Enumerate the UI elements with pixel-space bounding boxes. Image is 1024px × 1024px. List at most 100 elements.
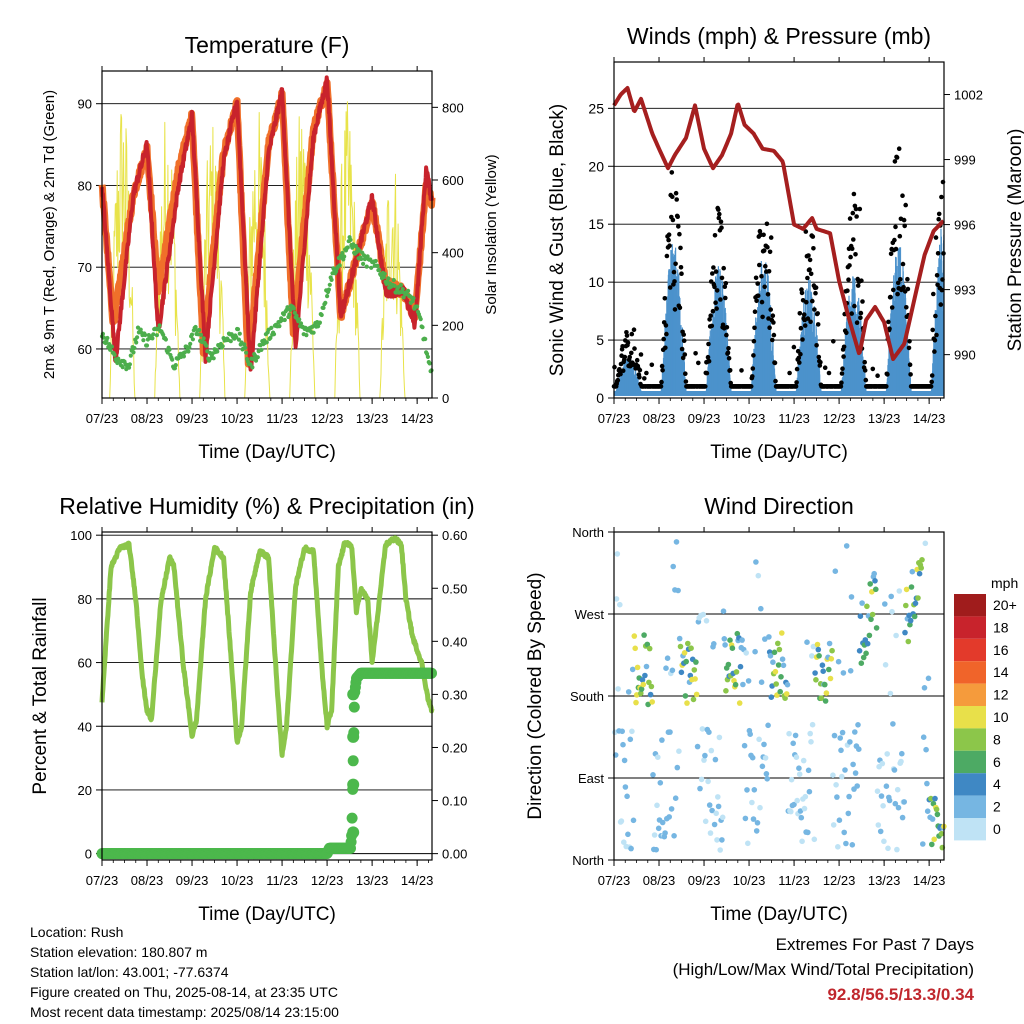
dewpoint-point <box>220 344 225 349</box>
gust-point <box>748 384 754 389</box>
gust-point <box>693 351 698 356</box>
direction-point <box>918 565 924 571</box>
panel-4: Wind Direction 07/23 08/23 09/23 10/23 11/23 1… <box>525 493 1018 925</box>
x-tick-label: 11/23 <box>266 411 298 426</box>
gust-point <box>644 370 649 376</box>
gust-point <box>929 379 934 385</box>
direction-point <box>713 810 719 817</box>
gust-point <box>892 237 897 243</box>
direction-point <box>888 593 894 600</box>
gust-point <box>717 211 722 217</box>
gust-point <box>893 224 898 230</box>
direction-point <box>832 568 839 574</box>
direction-point <box>835 658 842 665</box>
gust-point <box>759 274 764 279</box>
direction-point <box>790 740 796 747</box>
gust-point <box>620 368 626 374</box>
direction-point <box>743 650 749 656</box>
gust-point <box>770 337 775 343</box>
dewpoint-point <box>167 347 172 352</box>
direction-point <box>812 670 818 676</box>
plot-frame <box>101 70 433 399</box>
gust-point <box>770 313 776 319</box>
direction-point <box>845 810 852 817</box>
y-axis-label: Direction (Colored By Speed) <box>525 572 546 819</box>
y-tick-label-right: 0.10 <box>442 794 467 809</box>
x-tick-label: 14/23 <box>401 411 434 426</box>
colorbar-swatch <box>954 728 986 751</box>
gust-point <box>765 244 770 250</box>
gust-point <box>634 357 640 363</box>
direction-point <box>776 646 783 653</box>
gust-point <box>808 319 813 325</box>
gust-point <box>798 351 803 357</box>
direction-point <box>859 600 865 606</box>
dewpoint-point <box>282 317 287 323</box>
direction-point <box>629 666 636 673</box>
direction-point <box>868 616 874 623</box>
gust-point <box>768 235 774 240</box>
gust-point <box>904 305 909 310</box>
gust-point <box>805 316 811 321</box>
direction-point <box>745 840 751 847</box>
gust-point <box>632 346 637 351</box>
colorbar-swatch <box>954 773 986 796</box>
colorbar-swatch <box>954 594 986 617</box>
gust-point <box>841 344 847 350</box>
gust-point <box>658 384 664 389</box>
x-tick-label: 10/23 <box>733 873 766 888</box>
gust-point <box>725 350 731 356</box>
direction-point <box>664 655 671 661</box>
gust-point <box>831 339 836 344</box>
gust-point <box>901 285 906 290</box>
gust-point <box>620 344 625 349</box>
direction-point <box>655 825 662 832</box>
direction-point <box>847 668 854 674</box>
x-tick-label: 07/23 <box>598 873 631 888</box>
plot-frame <box>613 531 945 861</box>
gust-point <box>718 219 724 224</box>
dewpoint-point <box>381 275 386 280</box>
direction-point <box>838 747 844 754</box>
direction-point <box>747 731 753 737</box>
gust-point <box>677 231 682 237</box>
gust-point <box>642 376 647 381</box>
direction-point <box>873 625 880 631</box>
gust-point <box>854 320 860 326</box>
direction-point <box>796 771 803 777</box>
y-axis-label: Percent & Total Rainfall <box>30 597 51 794</box>
direction-point <box>706 802 713 808</box>
gust-point <box>678 265 684 270</box>
direction-point <box>866 632 873 639</box>
direction-point <box>683 658 689 665</box>
direction-point <box>732 681 739 688</box>
direction-point <box>725 661 732 668</box>
direction-point <box>620 741 626 748</box>
colorbar-label: 14 <box>993 664 1009 680</box>
dewpoint-point <box>420 325 425 330</box>
gust-point <box>674 197 679 202</box>
colorbar-label: 8 <box>993 731 1001 747</box>
dewpoint-point <box>259 347 264 352</box>
gust-point <box>714 306 719 311</box>
gust-point <box>712 284 717 290</box>
station-elevation: Station elevation: 180.807 m <box>30 944 208 960</box>
direction-point <box>699 726 706 732</box>
direction-point <box>880 803 886 809</box>
panel-3: Relative Humidity (%) & Precipitation (i… <box>30 493 475 925</box>
direction-point <box>693 691 700 698</box>
y-tick-label-right: 0.30 <box>442 687 467 702</box>
y-tick-label: East <box>578 771 604 786</box>
direction-point <box>804 639 810 645</box>
gust-point <box>854 214 859 219</box>
direction-point <box>809 721 816 728</box>
colorbar-label: 12 <box>993 687 1009 703</box>
direction-point <box>886 797 893 804</box>
gust-point <box>895 280 901 286</box>
direction-point <box>882 601 888 607</box>
x-tick-label: 08/23 <box>131 873 164 888</box>
y-tick-label: 15 <box>588 216 604 232</box>
direction-point <box>640 681 647 688</box>
direction-point <box>840 670 847 676</box>
gust-point <box>803 229 809 234</box>
